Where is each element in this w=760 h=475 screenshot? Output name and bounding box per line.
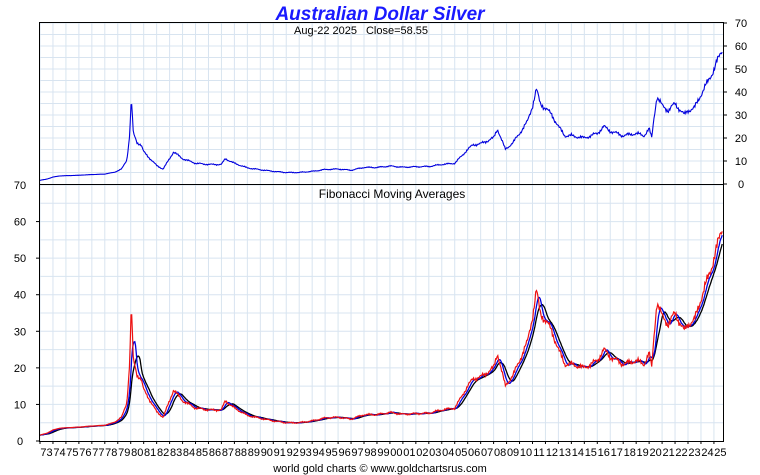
x-tick-label: 13 (559, 447, 571, 459)
x-tick-label: 03 (429, 447, 441, 459)
chart-title: Australian Dollar Silver (274, 4, 486, 25)
x-tick-label: 19 (637, 447, 649, 459)
x-tick-label: 11 (533, 447, 544, 459)
x-tick-label: 98 (364, 447, 376, 459)
footer-credit: world gold charts © www.goldchartsrus.co… (272, 463, 487, 475)
x-tick-label: 24 (701, 447, 713, 459)
x-tick-label: 83 (170, 447, 182, 459)
x-tick-label: 08 (494, 447, 506, 459)
y-tick-label: 20 (735, 133, 747, 145)
close-value: Close=58.55 (366, 25, 428, 37)
x-tick-label: 23 (688, 447, 700, 459)
price-line-lower (39, 231, 723, 436)
x-tick-label: 09 (507, 447, 519, 459)
lower-y-axis: 0 10 20 30 40 50 60 (14, 217, 40, 448)
x-tick-label: 22 (675, 447, 687, 459)
x-tick-label: 79 (118, 447, 130, 459)
x-tick-label: 80 (131, 447, 143, 459)
x-tick-label: 91 (274, 447, 286, 459)
x-tick-label: 02 (416, 447, 428, 459)
fast-ma-line (39, 235, 723, 436)
x-tick-label: 16 (598, 447, 610, 459)
y-tick-label: 30 (14, 326, 26, 338)
x-tick-label: 10 (520, 447, 532, 459)
x-tick-label: 25 (714, 447, 726, 459)
y-tick-label: 70 (14, 180, 26, 192)
y-tick-label: 0 (738, 179, 744, 191)
x-tick-label: 94 (313, 447, 325, 459)
x-tick-label: 14 (572, 447, 584, 459)
x-tick-label: 18 (624, 447, 636, 459)
x-tick-label: 87 (222, 447, 234, 459)
y-tick-label: 20 (14, 363, 26, 375)
lower-panel-title: Fibonacci Moving Averages (319, 187, 466, 201)
x-tick-label: 20 (650, 447, 662, 459)
y-tick-label: 40 (14, 290, 26, 302)
x-tick-label: 06 (468, 447, 480, 459)
y-tick-label: 40 (735, 87, 747, 99)
lower-panel-series (39, 231, 723, 436)
x-tick-label: 00 (390, 447, 402, 459)
upper-panel-grid (39, 22, 723, 184)
y-tick-label: 10 (14, 399, 26, 411)
x-tick-label: 93 (300, 447, 312, 459)
x-tick-label: 84 (183, 447, 195, 459)
x-tick-label: 12 (546, 447, 558, 459)
x-tick-label: 05 (455, 447, 467, 459)
x-tick-label: 21 (662, 447, 674, 459)
slow-ma-line (39, 243, 723, 436)
x-tick-label: 89 (248, 447, 260, 459)
lower-panel-grid (39, 184, 723, 441)
x-tick-label: 07 (481, 447, 493, 459)
x-tick-label: 95 (325, 447, 337, 459)
y-tick-label: 30 (735, 110, 747, 122)
x-tick-label: 86 (209, 447, 221, 459)
lower-panel-frame (39, 184, 724, 442)
x-tick-label: 76 (79, 447, 91, 459)
x-tick-label: 90 (261, 447, 273, 459)
y-tick-label: 50 (735, 64, 747, 76)
y-tick-label: 60 (735, 41, 747, 53)
x-tick-label: 04 (442, 447, 454, 459)
x-tick-label: 97 (351, 447, 363, 459)
x-tick-label: 96 (338, 447, 350, 459)
x-tick-label: 74 (53, 447, 65, 459)
y-tick-label: 0 (17, 436, 23, 448)
x-axis: 73 74 75 76 77 78 79 80 81 82 83 84 85 86 87 88 89 90 91 92… (39, 441, 727, 459)
y-tick-label: 50 (14, 253, 26, 265)
x-tick-label: 85 (196, 447, 208, 459)
x-tick-label: 88 (235, 447, 247, 459)
x-tick-label: 81 (144, 447, 156, 459)
close-date: Aug-22 2025 (294, 25, 357, 37)
y-tick-label: 60 (14, 217, 26, 229)
x-tick-label: 78 (105, 447, 117, 459)
price-line-upper (39, 51, 723, 181)
y-tick-label: 10 (735, 156, 747, 168)
y-tick-label: 70 (735, 18, 747, 30)
x-tick-label: 77 (92, 447, 104, 459)
x-tick-label: 73 (40, 447, 52, 459)
x-tick-label: 75 (66, 447, 78, 459)
x-tick-label: 17 (611, 447, 623, 459)
x-tick-label: 82 (157, 447, 169, 459)
x-tick-label: 99 (377, 447, 389, 459)
x-tick-label: 92 (287, 447, 299, 459)
x-tick-label: 01 (403, 447, 415, 459)
upper-y-axis: 0 10 20 30 40 50 60 70 70 (14, 18, 747, 192)
upper-panel-series (39, 51, 723, 181)
x-tick-label: 15 (585, 447, 597, 459)
